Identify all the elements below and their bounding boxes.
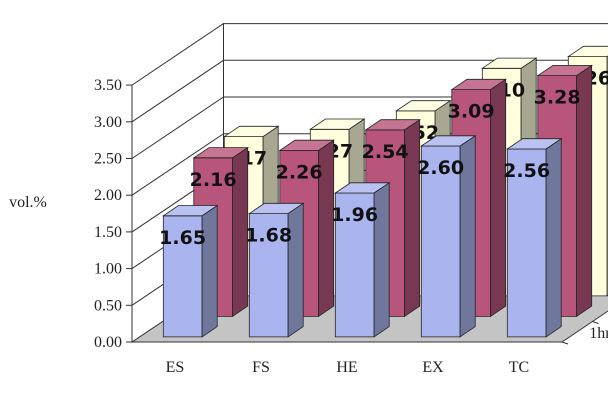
x-tick-label: EX (422, 359, 444, 376)
y-axis-title: vol.% (9, 194, 47, 211)
bar-1hr-FS: 1.68 (245, 202, 305, 338)
bar-top-face (450, 78, 508, 90)
data-label: 1.96 (331, 204, 378, 226)
bar-top-face (505, 138, 563, 150)
data-label: 2.26 (276, 161, 323, 183)
bar-top-face (364, 119, 422, 131)
bar-1hr-HE: 1.96 (331, 182, 391, 338)
data-label: 3.09 (448, 101, 495, 123)
y-tick-label: 2.50 (94, 151, 122, 168)
bar-1hr-EX: 2.60 (417, 135, 477, 338)
x-tick-label: TC (509, 359, 529, 376)
bar-top-face (333, 182, 391, 194)
y-axis-ticks: 0.00 0.50 1.00 1.50 2.00 2.50 3.00 3.50 (94, 77, 132, 351)
y-tick-label: 1.00 (94, 261, 122, 278)
bar-top-face (278, 139, 336, 151)
x-tick-label: FS (252, 359, 270, 376)
bar-top-face (222, 125, 280, 138)
y-tick-label: 3.50 (94, 77, 122, 94)
data-label: 2.54 (362, 141, 409, 163)
x-tick-label: ES (166, 359, 185, 376)
x-axis-ticks: ES FS HE EX TC (166, 359, 530, 376)
bar-top-face (247, 202, 305, 215)
bar-top-face (308, 118, 366, 130)
depth-tick-label: 1hr (589, 325, 608, 342)
data-label: 1.68 (245, 225, 292, 247)
bar-top-face (161, 205, 219, 217)
bars: 2.172.272.523.103.262.162.262.543.093.28… (159, 45, 608, 338)
y-tick-label: 2.00 (94, 187, 122, 204)
depth-axis-series-labels: 1hr24hr48hr (561, 321, 608, 345)
y-tick-label: 0.50 (94, 297, 122, 314)
bar-top-face (480, 57, 538, 69)
bar-top-face (566, 45, 608, 57)
data-label: 1.65 (159, 227, 206, 249)
bar-1hr-ES: 1.65 (159, 204, 219, 338)
x-tick-label: HE (336, 359, 357, 376)
bar-top-face (536, 65, 594, 76)
data-label: 3.28 (534, 87, 581, 109)
data-label: 2.16 (190, 169, 237, 191)
bar-top-face (192, 147, 250, 159)
data-label: 2.60 (417, 157, 464, 179)
bar-top-face (394, 100, 452, 112)
depth-tick-mark (592, 321, 599, 324)
depth-tick-mark (561, 341, 569, 345)
y-tick-label: 3.00 (94, 114, 122, 131)
bar-1hr-TC: 2.56 (503, 137, 563, 338)
bar-top-face (419, 135, 477, 147)
y-tick-label: 0.00 (94, 334, 122, 351)
data-label: 2.56 (503, 160, 550, 182)
y-tick-label: 1.50 (94, 224, 122, 241)
bar-side-face (201, 204, 218, 338)
bar-side-face (287, 202, 304, 338)
